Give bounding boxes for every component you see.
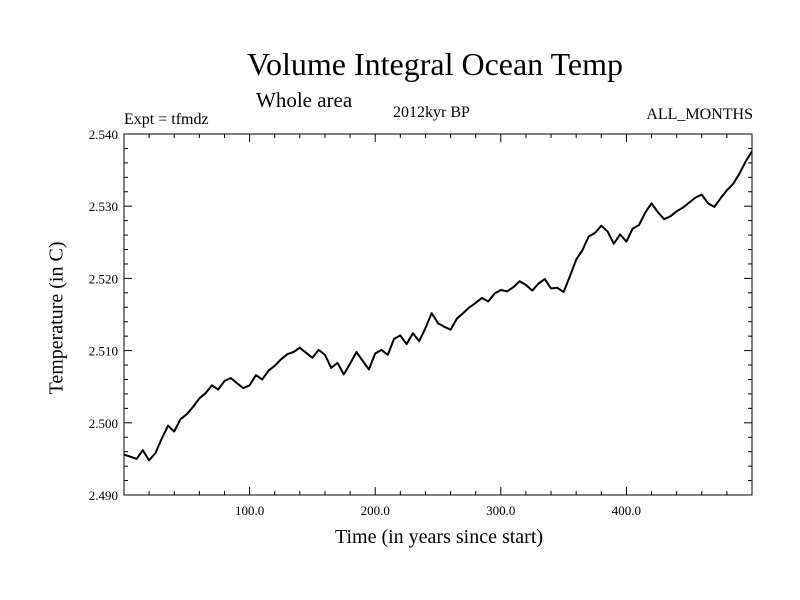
experiment-label: Expt = tfmdz	[124, 111, 209, 128]
x-tick-label: 100.0	[235, 503, 264, 518]
x-tick-label: 300.0	[486, 503, 515, 518]
chart-title: Volume Integral Ocean Temp	[246, 46, 623, 82]
months-label: ALL_MONTHS	[646, 106, 753, 123]
x-tick-label: 400.0	[612, 503, 641, 518]
y-tick-label: 2.540	[89, 127, 118, 142]
period-label: 2012kyr BP	[393, 104, 470, 121]
series-line	[123, 150, 753, 462]
chart-subtitle: Whole area	[256, 88, 353, 112]
y-tick-label: 2.520	[89, 271, 118, 286]
y-tick-label: 2.510	[89, 344, 118, 359]
plot-frame	[123, 133, 753, 496]
y-tick-label: 2.490	[89, 488, 118, 503]
x-axis-label: Time (in years since start)	[334, 526, 544, 548]
x-tick-label: 200.0	[361, 503, 390, 518]
y-tick-label: 2.530	[89, 199, 118, 214]
y-tick-label: 2.500	[89, 416, 118, 431]
